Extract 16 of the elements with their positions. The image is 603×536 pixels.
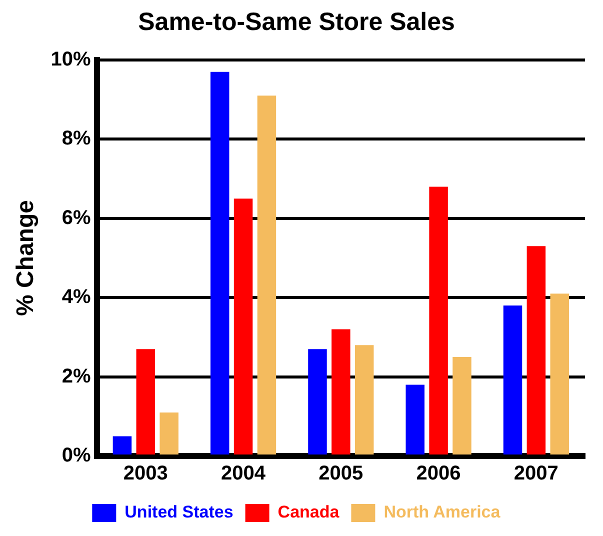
y-tick-label: 2%	[62, 365, 92, 388]
y-tick-label: 10%	[50, 48, 92, 71]
x-tick-label: 2003	[123, 462, 168, 485]
x-tick-label: 2007	[514, 462, 558, 485]
y-axis-title: % Change	[12, 200, 40, 316]
y-tick-label: 4%	[62, 286, 92, 308]
legend-label: North America	[384, 502, 501, 522]
x-tick-label: 2005	[318, 462, 364, 485]
x-tick-label: 2006	[416, 462, 461, 485]
legend-label: Canada	[278, 502, 340, 522]
y-tick-label: 0%	[62, 444, 92, 467]
y-tick-label: 6%	[62, 206, 92, 229]
y-tick-label: 8%	[62, 128, 92, 150]
x-tick-label: 2004	[221, 462, 266, 485]
chart-title: Same-to-Same Store Sales	[138, 8, 455, 36]
legend-label: United States	[124, 502, 234, 522]
